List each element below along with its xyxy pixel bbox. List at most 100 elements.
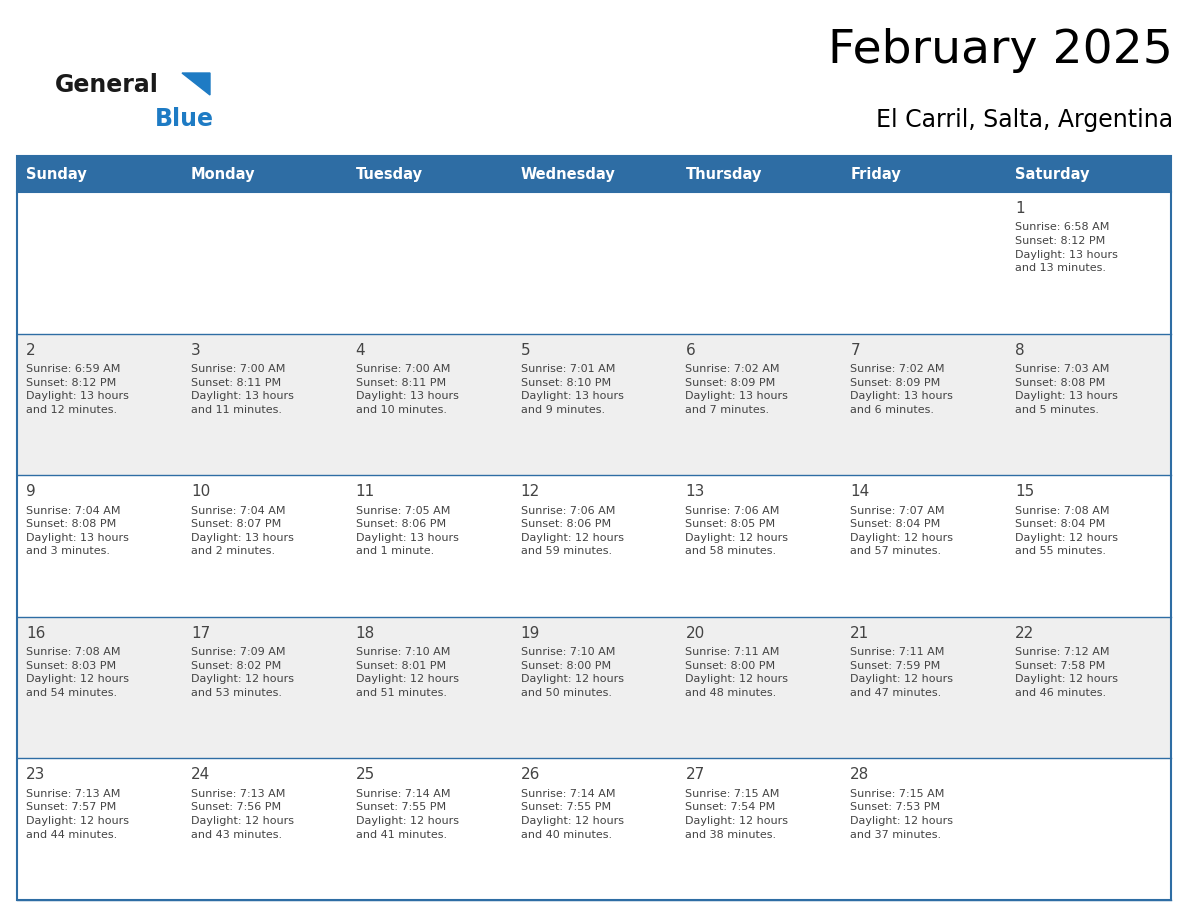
Text: Sunrise: 7:15 AM
Sunset: 7:54 PM
Daylight: 12 hours
and 38 minutes.: Sunrise: 7:15 AM Sunset: 7:54 PM Dayligh… [685, 789, 789, 840]
Bar [841, 758, 1006, 900]
Bar [17, 333, 182, 476]
Text: General: General [55, 73, 159, 97]
Text: Sunrise: 7:04 AM
Sunset: 8:08 PM
Daylight: 13 hours
and 3 minutes.: Sunrise: 7:04 AM Sunset: 8:08 PM Dayligh… [26, 506, 128, 556]
Text: 14: 14 [851, 484, 870, 499]
Text: Sunrise: 7:06 AM
Sunset: 8:05 PM
Daylight: 12 hours
and 58 minutes.: Sunrise: 7:06 AM Sunset: 8:05 PM Dayligh… [685, 506, 789, 556]
Text: 22: 22 [1015, 626, 1035, 641]
Text: 11: 11 [355, 484, 375, 499]
Text: 18: 18 [355, 626, 375, 641]
Text: Sunrise: 7:06 AM
Sunset: 8:06 PM
Daylight: 12 hours
and 59 minutes.: Sunrise: 7:06 AM Sunset: 8:06 PM Dayligh… [520, 506, 624, 556]
Text: 6: 6 [685, 342, 695, 358]
Text: Saturday: Saturday [1015, 166, 1089, 182]
Text: 9: 9 [26, 484, 36, 499]
Text: 20: 20 [685, 626, 704, 641]
Text: 8: 8 [1015, 342, 1025, 358]
Bar [1006, 476, 1171, 617]
Text: Sunrise: 7:11 AM
Sunset: 7:59 PM
Daylight: 12 hours
and 47 minutes.: Sunrise: 7:11 AM Sunset: 7:59 PM Dayligh… [851, 647, 953, 698]
Bar [676, 156, 841, 192]
Bar [676, 333, 841, 476]
Text: 27: 27 [685, 767, 704, 782]
Text: 24: 24 [191, 767, 210, 782]
Text: Sunrise: 7:10 AM
Sunset: 8:01 PM
Daylight: 12 hours
and 51 minutes.: Sunrise: 7:10 AM Sunset: 8:01 PM Dayligh… [355, 647, 459, 698]
Bar [1006, 156, 1171, 192]
Text: 23: 23 [26, 767, 45, 782]
Text: 13: 13 [685, 484, 704, 499]
Bar [841, 476, 1006, 617]
Bar [512, 758, 676, 900]
Text: Monday: Monday [191, 166, 255, 182]
Text: Sunrise: 7:13 AM
Sunset: 7:56 PM
Daylight: 12 hours
and 43 minutes.: Sunrise: 7:13 AM Sunset: 7:56 PM Dayligh… [191, 789, 293, 840]
Text: 16: 16 [26, 626, 45, 641]
Text: Sunrise: 7:07 AM
Sunset: 8:04 PM
Daylight: 12 hours
and 57 minutes.: Sunrise: 7:07 AM Sunset: 8:04 PM Dayligh… [851, 506, 953, 556]
Text: 25: 25 [355, 767, 375, 782]
Text: Sunrise: 7:08 AM
Sunset: 8:04 PM
Daylight: 12 hours
and 55 minutes.: Sunrise: 7:08 AM Sunset: 8:04 PM Dayligh… [1015, 506, 1118, 556]
Bar [347, 758, 512, 900]
Bar [17, 617, 182, 758]
Text: 1: 1 [1015, 201, 1025, 216]
Bar [512, 156, 676, 192]
Text: 4: 4 [355, 342, 366, 358]
Text: 19: 19 [520, 626, 541, 641]
Bar [17, 192, 182, 333]
Text: Sunrise: 7:13 AM
Sunset: 7:57 PM
Daylight: 12 hours
and 44 minutes.: Sunrise: 7:13 AM Sunset: 7:57 PM Dayligh… [26, 789, 129, 840]
Text: 5: 5 [520, 342, 530, 358]
Bar [347, 192, 512, 333]
Text: 17: 17 [191, 626, 210, 641]
Text: El Carril, Salta, Argentina: El Carril, Salta, Argentina [876, 108, 1173, 132]
Bar [17, 476, 182, 617]
Bar [676, 192, 841, 333]
Text: Wednesday: Wednesday [520, 166, 615, 182]
Text: Sunrise: 7:00 AM
Sunset: 8:11 PM
Daylight: 13 hours
and 10 minutes.: Sunrise: 7:00 AM Sunset: 8:11 PM Dayligh… [355, 364, 459, 415]
Bar [17, 758, 182, 900]
Bar [182, 333, 347, 476]
Text: Sunrise: 7:01 AM
Sunset: 8:10 PM
Daylight: 13 hours
and 9 minutes.: Sunrise: 7:01 AM Sunset: 8:10 PM Dayligh… [520, 364, 624, 415]
Text: Sunrise: 7:10 AM
Sunset: 8:00 PM
Daylight: 12 hours
and 50 minutes.: Sunrise: 7:10 AM Sunset: 8:00 PM Dayligh… [520, 647, 624, 698]
Bar [1006, 758, 1171, 900]
Bar [17, 156, 1171, 900]
Text: February 2025: February 2025 [828, 28, 1173, 73]
Text: 26: 26 [520, 767, 541, 782]
Bar [512, 192, 676, 333]
Text: Sunrise: 7:12 AM
Sunset: 7:58 PM
Daylight: 12 hours
and 46 minutes.: Sunrise: 7:12 AM Sunset: 7:58 PM Dayligh… [1015, 647, 1118, 698]
Text: Sunrise: 6:58 AM
Sunset: 8:12 PM
Daylight: 13 hours
and 13 minutes.: Sunrise: 6:58 AM Sunset: 8:12 PM Dayligh… [1015, 222, 1118, 274]
Bar [841, 333, 1006, 476]
Bar [676, 476, 841, 617]
Text: Sunrise: 7:00 AM
Sunset: 8:11 PM
Daylight: 13 hours
and 11 minutes.: Sunrise: 7:00 AM Sunset: 8:11 PM Dayligh… [191, 364, 293, 415]
Bar [1006, 192, 1171, 333]
Bar [1006, 617, 1171, 758]
Bar [841, 156, 1006, 192]
Text: 10: 10 [191, 484, 210, 499]
Bar [841, 617, 1006, 758]
Bar [347, 156, 512, 192]
Bar [182, 758, 347, 900]
Text: 12: 12 [520, 484, 539, 499]
Text: 15: 15 [1015, 484, 1035, 499]
Bar [182, 192, 347, 333]
Text: Sunrise: 7:14 AM
Sunset: 7:55 PM
Daylight: 12 hours
and 41 minutes.: Sunrise: 7:14 AM Sunset: 7:55 PM Dayligh… [355, 789, 459, 840]
Bar [347, 476, 512, 617]
Bar [17, 156, 182, 192]
Bar [512, 476, 676, 617]
Text: Sunday: Sunday [26, 166, 87, 182]
Bar [347, 333, 512, 476]
Text: Sunrise: 6:59 AM
Sunset: 8:12 PM
Daylight: 13 hours
and 12 minutes.: Sunrise: 6:59 AM Sunset: 8:12 PM Dayligh… [26, 364, 128, 415]
Bar [347, 617, 512, 758]
Text: Sunrise: 7:05 AM
Sunset: 8:06 PM
Daylight: 13 hours
and 1 minute.: Sunrise: 7:05 AM Sunset: 8:06 PM Dayligh… [355, 506, 459, 556]
Text: Blue: Blue [154, 107, 214, 131]
Bar [512, 617, 676, 758]
Bar [676, 617, 841, 758]
Text: Sunrise: 7:03 AM
Sunset: 8:08 PM
Daylight: 13 hours
and 5 minutes.: Sunrise: 7:03 AM Sunset: 8:08 PM Dayligh… [1015, 364, 1118, 415]
Text: Tuesday: Tuesday [355, 166, 423, 182]
Text: Sunrise: 7:02 AM
Sunset: 8:09 PM
Daylight: 13 hours
and 7 minutes.: Sunrise: 7:02 AM Sunset: 8:09 PM Dayligh… [685, 364, 789, 415]
Bar [182, 476, 347, 617]
Text: Sunrise: 7:09 AM
Sunset: 8:02 PM
Daylight: 12 hours
and 53 minutes.: Sunrise: 7:09 AM Sunset: 8:02 PM Dayligh… [191, 647, 293, 698]
Text: Sunrise: 7:02 AM
Sunset: 8:09 PM
Daylight: 13 hours
and 6 minutes.: Sunrise: 7:02 AM Sunset: 8:09 PM Dayligh… [851, 364, 953, 415]
Bar [182, 156, 347, 192]
Text: 21: 21 [851, 626, 870, 641]
Bar [841, 192, 1006, 333]
Text: Thursday: Thursday [685, 166, 762, 182]
Text: Friday: Friday [851, 166, 901, 182]
Text: 7: 7 [851, 342, 860, 358]
Text: Sunrise: 7:14 AM
Sunset: 7:55 PM
Daylight: 12 hours
and 40 minutes.: Sunrise: 7:14 AM Sunset: 7:55 PM Dayligh… [520, 789, 624, 840]
Bar [182, 617, 347, 758]
